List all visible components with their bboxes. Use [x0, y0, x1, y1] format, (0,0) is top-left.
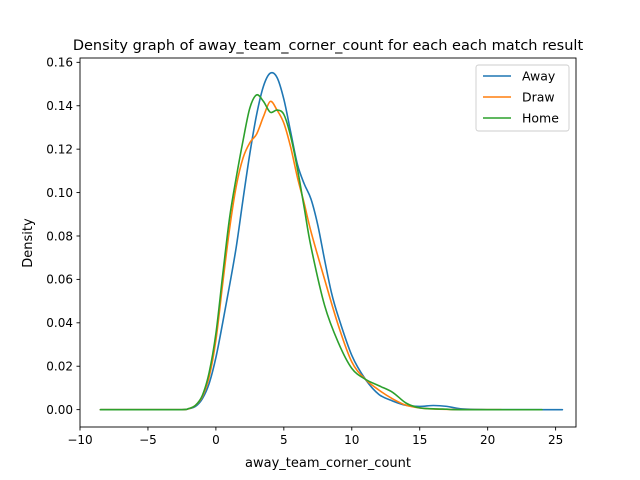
y-tick-label: 0.00	[46, 403, 73, 417]
legend-label-home: Home	[522, 111, 559, 126]
x-tick-label: 15	[412, 433, 427, 447]
y-tick-label: 0.14	[46, 99, 73, 113]
legend-label-draw: Draw	[522, 90, 555, 105]
x-tick-label: 25	[548, 433, 563, 447]
series-line-home	[99, 93, 543, 411]
y-tick-label: 0.08	[46, 229, 73, 243]
y-tick-label: 0.16	[46, 56, 73, 70]
y-axis-label: Density	[21, 218, 36, 268]
x-tick-label: 10	[344, 433, 359, 447]
x-tick-label: −5	[139, 433, 157, 447]
legend-frame	[475, 64, 570, 132]
legend-label-away: Away	[522, 69, 556, 84]
x-tick-label: 5	[280, 433, 288, 447]
chart-title: Density graph of away_team_corner_count …	[73, 38, 584, 54]
x-axis: −10 −5 0 5 10 15 20 25	[67, 427, 563, 447]
y-tick-label: 0.04	[46, 316, 73, 330]
x-axis-label: away_team_corner_count	[245, 456, 411, 471]
x-tick-label: −10	[67, 433, 92, 447]
x-tick-label: 0	[212, 433, 220, 447]
y-tick-label: 0.02	[46, 360, 73, 374]
series-layer	[99, 71, 564, 411]
series-line-draw	[99, 100, 503, 411]
plot-frame	[79, 57, 577, 428]
y-tick-label: 0.12	[46, 142, 73, 156]
y-tick-label: 0.06	[46, 273, 73, 287]
legend: Away Draw Home	[475, 64, 570, 132]
x-tick-label: 20	[480, 433, 495, 447]
y-axis: 0.00 0.02 0.04 0.06 0.08 0.10 0.12 0.14 0.16	[46, 56, 80, 417]
y-tick-label: 0.10	[46, 186, 73, 200]
